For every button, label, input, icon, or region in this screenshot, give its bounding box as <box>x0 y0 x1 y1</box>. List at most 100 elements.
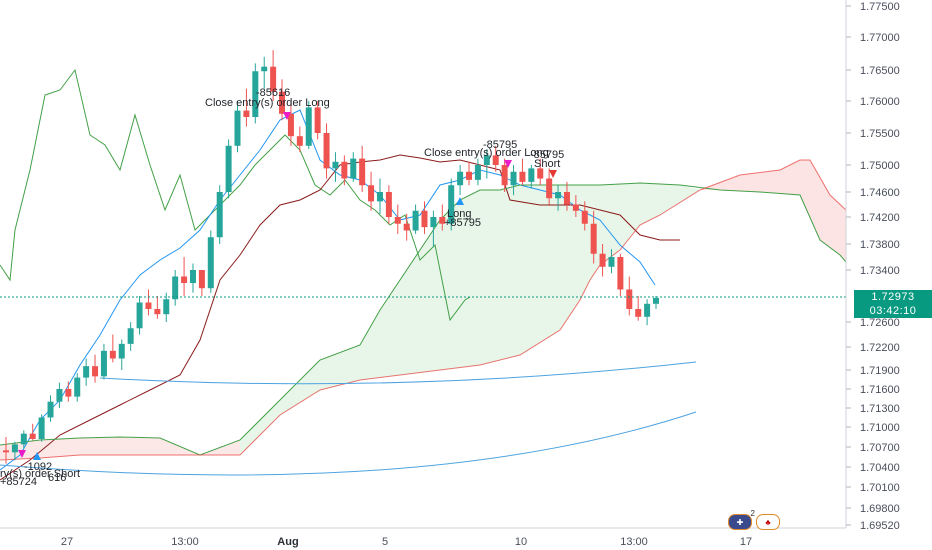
candle <box>3 437 9 464</box>
candle-body <box>270 66 277 92</box>
uk-flag-icon[interactable]: ✚ 2 <box>728 509 755 530</box>
candle-body <box>234 110 241 146</box>
candle <box>590 210 597 264</box>
candle-body <box>154 309 161 315</box>
price-tick-label: 1.75500 <box>860 128 900 140</box>
candle-body <box>163 299 170 315</box>
candle-body <box>572 204 579 211</box>
candle-body <box>127 328 134 344</box>
candle-body <box>590 223 597 254</box>
ichimoku-cloud <box>0 160 846 460</box>
candle <box>599 244 606 277</box>
candle <box>457 165 464 196</box>
price-tick-label: 1.71000 <box>860 422 900 434</box>
candle-body <box>243 110 250 117</box>
candle <box>47 395 54 422</box>
candle <box>198 270 205 296</box>
candle <box>29 423 36 441</box>
candle <box>243 88 250 127</box>
candle-body <box>635 309 642 317</box>
event-count: 2 <box>750 509 755 518</box>
sell-arrow-icon <box>283 112 291 120</box>
candle <box>483 149 490 179</box>
candle-body <box>47 401 54 418</box>
candle-body <box>287 113 294 137</box>
countdown-badge: 03:42:10 <box>854 304 932 318</box>
time-tick-label: Aug <box>277 536 298 548</box>
candle <box>225 139 232 199</box>
candle <box>279 79 286 121</box>
trade-annotation-label: -1092 <box>24 461 52 473</box>
candle-body <box>653 297 659 304</box>
candle-body <box>109 350 116 359</box>
candle <box>207 230 214 293</box>
candle-body <box>305 107 312 146</box>
candle-body <box>38 417 45 439</box>
candle-body <box>172 276 179 300</box>
candle-body <box>626 289 633 309</box>
candle <box>528 165 535 189</box>
candle <box>359 145 366 192</box>
candle <box>635 296 642 321</box>
trade-annotation-label: Short <box>534 158 560 170</box>
bull-cloud <box>240 183 700 455</box>
candle-body <box>198 270 205 289</box>
candle <box>563 181 570 211</box>
candle-body <box>100 350 107 377</box>
candle-body <box>617 257 624 290</box>
trade-annotation-label: Long <box>447 208 471 220</box>
economic-events[interactable]: ✚ 2 ♣ <box>728 509 780 530</box>
channel-upper <box>99 361 697 385</box>
trade-annotation-label: +85795 <box>444 217 481 229</box>
candle <box>608 249 615 274</box>
candle-body <box>644 303 651 317</box>
candle-body <box>216 192 223 238</box>
candle-body <box>279 91 286 114</box>
candle-body <box>181 276 188 283</box>
candle <box>296 126 303 153</box>
time-tick-label: 13:00 <box>171 536 199 548</box>
candle <box>314 101 321 140</box>
price-tick-label: 1.76500 <box>860 65 900 77</box>
candle <box>38 414 45 442</box>
candle-body <box>56 389 63 402</box>
candle-body <box>448 185 455 224</box>
candle-body <box>376 192 383 202</box>
candle <box>189 263 196 293</box>
price-axis[interactable]: 1.77500 1.77000 1.76500 1.76000 1.75500 1.750… <box>846 1 900 532</box>
candle <box>216 185 223 244</box>
candle-body <box>136 302 143 329</box>
candle-body <box>29 433 36 439</box>
current-price-badge: 1.72973 <box>854 290 932 304</box>
candle <box>65 381 72 402</box>
price-tick-label: 1.70700 <box>860 442 900 454</box>
candle <box>644 299 651 326</box>
sell-arrow-icon <box>549 170 557 178</box>
candlesticks <box>3 50 659 464</box>
candle <box>555 185 562 211</box>
candle <box>181 257 188 296</box>
candle <box>74 373 81 402</box>
candle-body <box>403 223 410 231</box>
candle-body <box>323 133 330 169</box>
candle-body <box>412 210 419 231</box>
trade-annotation-label: Close entry(s) order Long <box>205 97 330 109</box>
buy-arrow-icon <box>456 197 464 205</box>
canada-flag-icon[interactable]: ♣ <box>756 514 780 530</box>
candle-body <box>145 302 152 309</box>
candle <box>252 63 259 124</box>
candle <box>572 195 579 217</box>
candle-body <box>11 444 18 453</box>
candle-body <box>555 192 562 199</box>
candle <box>626 276 633 316</box>
price-tick-label: 1.73400 <box>860 265 900 277</box>
trade-annotation-label: +85724 <box>0 476 37 488</box>
candle-body <box>492 155 499 165</box>
time-axis[interactable]: 27 13:00 Aug 5 10 13:00 17 <box>61 536 752 548</box>
trade-annotation-label: -85795 <box>483 139 517 151</box>
candle-body <box>207 237 214 289</box>
candle-body <box>341 161 348 179</box>
candle-body <box>394 217 401 224</box>
